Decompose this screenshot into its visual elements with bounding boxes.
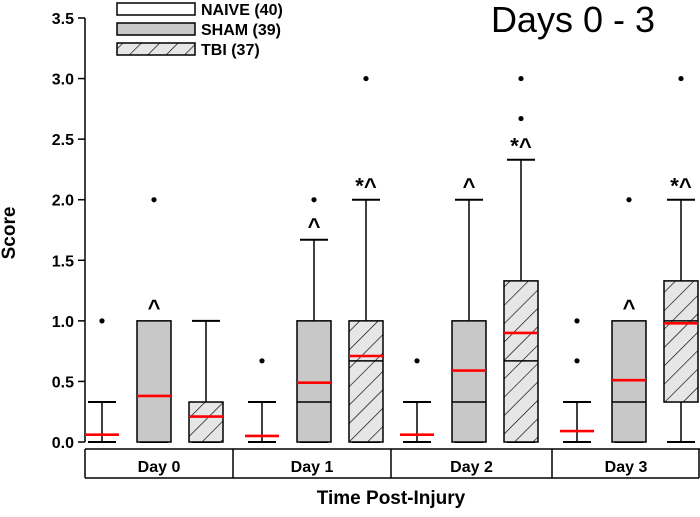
- chart-title: Days 0 - 3: [491, 0, 655, 40]
- outlier-point: [518, 115, 524, 122]
- outlier-point: [518, 75, 524, 82]
- y-tick-label: 1.5: [52, 253, 74, 270]
- significance-marker: ^: [463, 174, 476, 199]
- x-tick-label: Day 0: [138, 459, 181, 476]
- outlier-point: [99, 318, 105, 324]
- plot-area: ^ ^ ^ ^ *^ *^ *^: [85, 75, 699, 443]
- box-naive: [245, 358, 279, 443]
- box-naive: [400, 358, 434, 443]
- significance-marker: ^: [148, 295, 161, 320]
- box-body: [348, 320, 384, 443]
- outlier-point: [363, 75, 369, 82]
- box-tbi: *^: [348, 75, 384, 443]
- box-naive: [560, 318, 594, 443]
- significance-marker: ^: [623, 295, 636, 320]
- legend-label-sham: SHAM (39): [201, 22, 281, 39]
- x-tick-label: Day 1: [291, 459, 334, 476]
- y-tick-label: 3.5: [52, 11, 74, 28]
- outlier-point: [414, 358, 420, 364]
- legend: NAIVE (40) SHAM (39) TBI (37): [116, 2, 283, 59]
- significance-marker: *^: [670, 174, 692, 199]
- box-body: [663, 280, 699, 403]
- significance-marker: *^: [355, 174, 377, 199]
- x-tick-label: Day 3: [605, 459, 648, 476]
- outlier-point: [678, 75, 684, 82]
- significance-marker: ^: [308, 214, 321, 239]
- outlier-point: [574, 318, 580, 324]
- y-tick-label: 0.0: [52, 435, 74, 452]
- box-sham: ^: [136, 197, 172, 443]
- legend-swatch-naive: [116, 2, 196, 16]
- outlier-point: [311, 197, 317, 203]
- y-axis-title: Score: [0, 207, 20, 260]
- box-tbi: [188, 319, 224, 443]
- outlier-point: [626, 197, 632, 203]
- box-tbi: *^: [503, 75, 539, 443]
- y-tick-label: 2.5: [52, 132, 74, 149]
- box-body: [188, 401, 224, 443]
- y-tick-label: 0.5: [52, 374, 74, 391]
- x-tick-label: Day 2: [450, 459, 493, 476]
- box-sham: ^: [611, 197, 647, 443]
- legend-swatch-sham: [116, 22, 196, 36]
- box-body: [451, 320, 487, 443]
- box-sham: ^: [296, 197, 332, 443]
- outlier-point: [259, 358, 265, 364]
- legend-swatch-tbi: [116, 42, 196, 56]
- legend-label-tbi: TBI (37): [201, 42, 260, 59]
- y-tick-label: 3.0: [52, 72, 74, 89]
- box-sham: ^: [451, 174, 487, 443]
- y-axis: 0.0 0.5 1.0 1.5 2.0 2.5 3.0 3.5: [52, 11, 86, 452]
- y-tick-label: 2.0: [52, 193, 74, 210]
- x-axis-title: Time Post-Injury: [317, 488, 466, 509]
- y-tick-label: 1.0: [52, 314, 74, 331]
- legend-label-naive: NAIVE (40): [201, 2, 283, 19]
- box-body: [136, 320, 172, 443]
- box-tbi: *^: [663, 75, 699, 443]
- box-naive: [85, 318, 119, 443]
- x-axis: Day 0 Day 1 Day 2 Day 3: [84, 448, 700, 479]
- significance-marker: *^: [510, 134, 532, 159]
- outlier-point: [574, 358, 580, 364]
- outlier-point: [151, 197, 157, 203]
